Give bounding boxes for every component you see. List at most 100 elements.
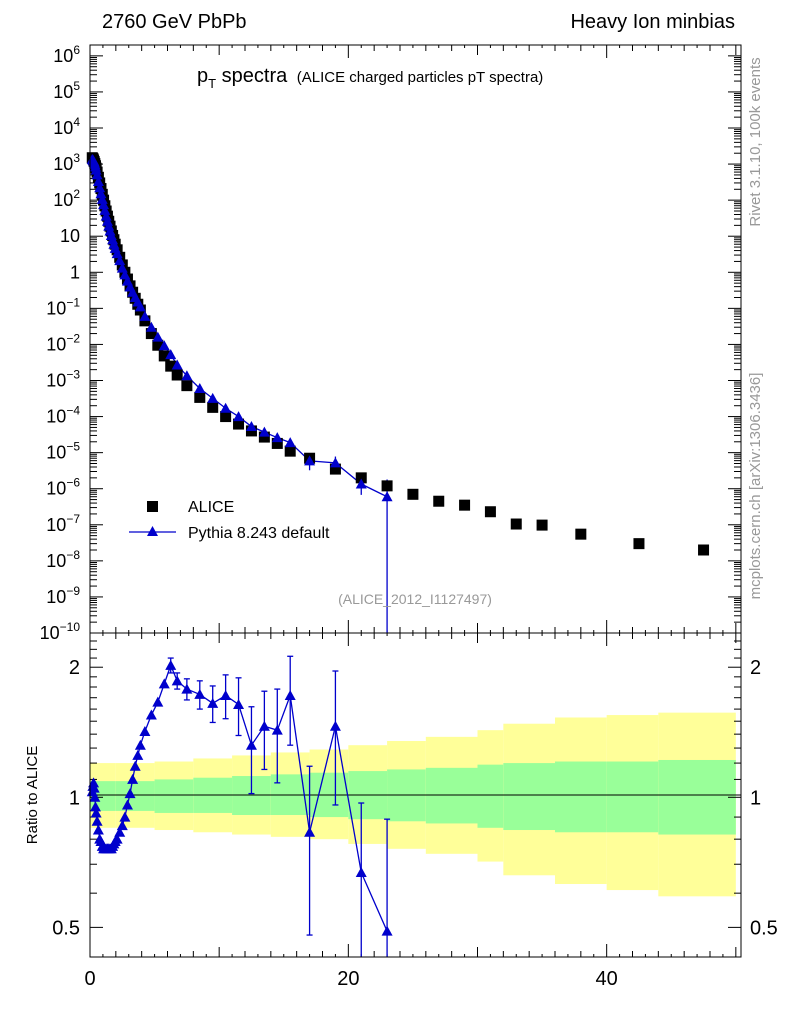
mc-point	[271, 432, 283, 443]
ratio-point	[304, 826, 316, 837]
alice-point	[165, 360, 177, 372]
ratio-point	[165, 659, 177, 670]
band-inner	[425, 767, 478, 824]
alice-point	[407, 488, 419, 500]
mc-point	[98, 199, 110, 210]
alice-point	[355, 472, 367, 484]
ytick-label: 106	[53, 43, 80, 66]
mc-point	[220, 402, 232, 413]
ratio-point	[145, 709, 157, 720]
xtick-label: 40	[596, 968, 618, 990]
ratio-point	[92, 824, 104, 835]
ratio-panel: 0.5 0.51 12 20 20 40 Ratio to ALICE	[24, 632, 778, 990]
band-inner	[154, 779, 194, 813]
ratio-frame	[89, 632, 742, 958]
xtick-label: 0	[84, 968, 95, 990]
mc-point	[114, 255, 126, 266]
alice-point	[145, 328, 157, 340]
ratio-point	[89, 791, 101, 802]
mc-point	[207, 392, 219, 403]
ratio-point	[181, 683, 193, 694]
alice-point	[536, 519, 548, 531]
ratio-point	[152, 696, 164, 707]
ratio-point	[134, 739, 146, 750]
legend: ALICE Pythia 8.243 default	[129, 499, 330, 542]
ratio-point	[88, 782, 100, 793]
ytick-label: 10−2	[46, 331, 80, 354]
mc-point	[158, 340, 170, 351]
mc-point	[171, 359, 183, 370]
alice-point	[484, 506, 496, 518]
alice-point	[258, 431, 270, 443]
alice-point	[510, 518, 522, 530]
alice-point	[139, 315, 151, 327]
ratio-point	[127, 773, 139, 784]
alice-point	[158, 350, 170, 362]
ytick-label: 10−10	[40, 620, 81, 643]
mc-point	[90, 164, 102, 175]
ytick-label: 105	[53, 79, 80, 102]
main-data	[86, 152, 710, 633]
mc-point	[96, 193, 108, 204]
ratio-point	[381, 925, 393, 936]
alice-point	[194, 391, 206, 403]
ratio-point	[158, 678, 170, 689]
ratio-point	[207, 697, 219, 708]
band-inner	[503, 763, 555, 831]
ratio-ytick-label-right: 1	[750, 787, 761, 809]
ratio-point	[284, 690, 296, 701]
ytick-label: 103	[53, 151, 80, 174]
mc-point	[145, 321, 157, 332]
alice-point	[459, 499, 471, 511]
mc-point	[284, 437, 296, 448]
ratio-ytick-label-right: 0.5	[750, 917, 778, 939]
mc-point	[245, 421, 257, 432]
ratio-point	[116, 820, 128, 831]
ratio-point	[111, 833, 123, 844]
mc-point	[165, 349, 177, 360]
ratio-ytick-label-right: 2	[750, 657, 761, 679]
ratio-point	[124, 788, 136, 799]
ratio-point	[88, 777, 100, 788]
ytick-label: 10	[60, 226, 80, 246]
chart-title: pT spectra (ALICE charged particles pT s…	[197, 65, 543, 91]
mc-point	[95, 188, 107, 199]
mc-point	[258, 426, 270, 437]
ratio-ylabel: Ratio to ALICE	[24, 746, 41, 844]
alice-point	[698, 544, 710, 556]
alice-point	[284, 445, 296, 457]
ratio-point	[171, 675, 183, 686]
ratio-point	[91, 815, 103, 826]
xtick-label: 20	[337, 968, 359, 990]
ratio-data	[86, 655, 393, 957]
mc-point	[152, 331, 164, 342]
band-inner	[477, 764, 504, 828]
mc-line	[91, 158, 388, 498]
mcplots-label: mcplots.cern.ch [arXiv:1306.3436]	[747, 373, 764, 600]
ratio-point	[132, 749, 144, 760]
main-panel: 10610510410310210110−110−210−310−410−510…	[40, 43, 742, 643]
mc-point	[355, 478, 367, 489]
mc-point	[100, 210, 112, 221]
alice-point	[433, 495, 445, 507]
ratio-point	[129, 760, 141, 771]
ytick-label: 10−9	[46, 584, 80, 607]
rivet-label: Rivet 3.1.10, 100k events	[747, 57, 764, 226]
header-left: 2760 GeV PbPb	[102, 11, 247, 33]
ratio-point	[194, 688, 206, 699]
mc-point	[91, 169, 103, 180]
mc-point	[94, 182, 106, 193]
mc-point	[134, 301, 146, 312]
ratio-ytick-label-left: 0.5	[52, 917, 80, 939]
ratio-point	[119, 811, 131, 822]
ratio-point	[233, 698, 245, 709]
ytick-label: 10−8	[46, 548, 80, 571]
alice-point	[381, 480, 393, 492]
legend-marker-mc	[147, 526, 158, 536]
band-inner	[606, 761, 659, 833]
main-ticks	[89, 45, 741, 634]
alice-point	[152, 339, 164, 351]
ratio-point	[121, 799, 133, 810]
ratio-point	[89, 801, 101, 812]
